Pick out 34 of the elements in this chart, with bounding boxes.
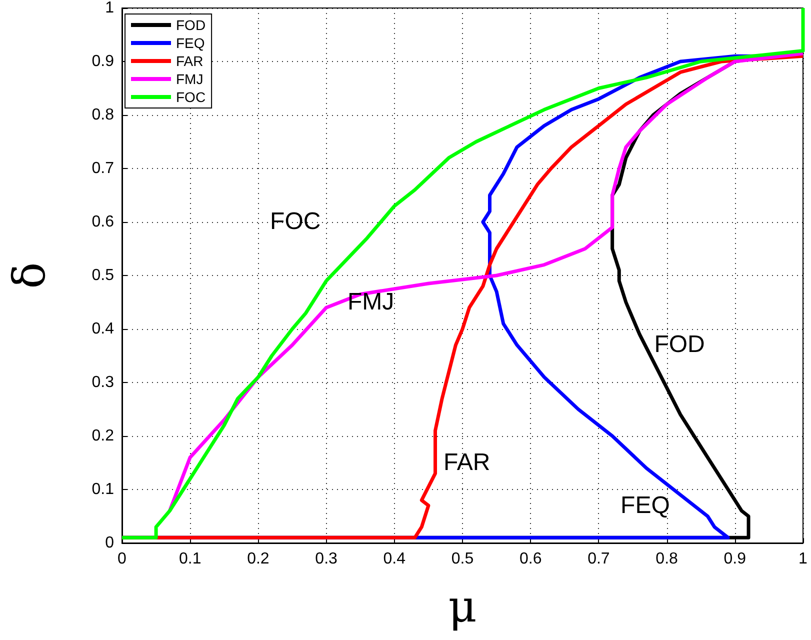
x-tick-label: 0 bbox=[118, 550, 127, 568]
x-tick-label: 0.9 bbox=[724, 550, 746, 568]
x-tick-label: 0.5 bbox=[451, 550, 474, 568]
legend-label: FEQ bbox=[176, 35, 205, 51]
annotation: FOC bbox=[270, 208, 321, 235]
x-tick-label: 0.4 bbox=[383, 550, 406, 568]
y-axis-title: δ bbox=[4, 262, 56, 289]
annotation: FMJ bbox=[347, 288, 394, 316]
y-tick-label: 0.5 bbox=[92, 267, 114, 284]
y-tick-label: 0.6 bbox=[92, 214, 114, 230]
y-tick-label: 0.8 bbox=[92, 106, 114, 124]
annotation: FEQ bbox=[620, 492, 670, 519]
legend-label: FMJ bbox=[176, 71, 204, 87]
x-tick-label: 0.7 bbox=[588, 550, 610, 568]
x-tick-label: 0.6 bbox=[519, 550, 542, 568]
x-tick-label: 0.8 bbox=[656, 550, 678, 568]
legend-label: FAR bbox=[176, 53, 204, 69]
legend-label: FOC bbox=[176, 89, 206, 105]
y-tick-label: 0.2 bbox=[92, 428, 114, 444]
y-tick-label: 0.4 bbox=[92, 320, 114, 338]
x-tick-label: 0.2 bbox=[247, 550, 270, 568]
annotation: FAR bbox=[444, 449, 490, 476]
y-tick-label: 0.9 bbox=[92, 53, 114, 70]
x-tick-label: 0.1 bbox=[178, 550, 202, 568]
y-tick-label: 0.7 bbox=[92, 160, 114, 177]
x-tick-label: 0.3 bbox=[315, 550, 338, 568]
x-tick-label: 1 bbox=[798, 550, 808, 568]
x-axis-title: μ bbox=[448, 582, 477, 632]
y-tick-label: 0 bbox=[105, 534, 114, 552]
annotation: FOD bbox=[654, 331, 705, 358]
legend-label: FOD bbox=[176, 17, 206, 33]
y-tick-label: 1 bbox=[105, 0, 114, 16]
y-tick-label: 0.1 bbox=[92, 481, 114, 498]
y-tick-label: 0.3 bbox=[92, 374, 114, 391]
